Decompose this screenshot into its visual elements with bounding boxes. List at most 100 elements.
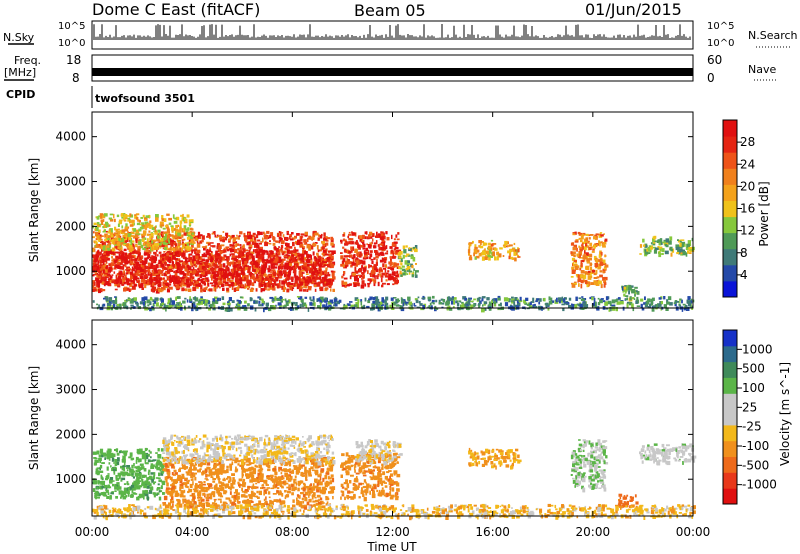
range-gate-cell [275,253,279,258]
range-gate-cell [182,228,185,232]
range-gate-cell [685,252,688,257]
range-gate-cell [209,237,211,240]
range-gate-cell [205,259,208,262]
range-gate-cell [137,266,141,271]
range-gate-cell [182,281,186,285]
range-gate-cell [249,275,252,280]
range-gate-cell [143,274,147,278]
range-gate-cell [247,233,250,235]
range-gate-cell [296,242,300,246]
range-gate-cell [322,271,325,275]
range-gate-cell [163,272,166,276]
freq-tick-top: 18 [66,53,82,67]
range-gate-cell [280,240,285,245]
range-gate-cell [257,296,261,299]
range-gate-cell [197,268,200,271]
range-gate-cell [331,279,335,282]
range-gate-cell [386,283,390,286]
range-gate-cell [216,252,221,257]
range-gate-cell [331,272,335,277]
range-gate-cell [474,251,478,255]
range-gate-cell [395,304,400,307]
range-gate-cell [182,300,186,304]
range-gate-cell [238,235,241,237]
range-gate-cell [125,223,128,227]
range-gate-cell [538,301,541,305]
range-gate-cell [483,307,487,311]
range-gate-cell [571,282,575,285]
range-gate-cell [381,298,384,302]
range-gate-cell [232,238,236,242]
range-gate-cell [102,261,105,266]
range-gate-cell [92,274,95,277]
range-gate-cell [144,219,147,221]
range-gate-cell [122,302,127,306]
range-gate-cell [322,249,327,253]
range-gate-cell [386,272,389,275]
range-gate-cell [394,302,398,304]
range-gate-cell [615,299,618,303]
range-gate-cell [599,258,603,262]
range-gate-cell [602,277,605,281]
range-gate-cell [678,250,682,255]
range-gate-cell [104,230,109,233]
range-gate-cell [128,288,131,292]
range-gate-cell [315,274,318,279]
range-gate-cell [180,277,183,280]
range-gate-cell [357,274,362,277]
range-gate-cell [258,300,261,304]
range-gate-cell [484,251,488,254]
range-gate-cell [275,304,277,307]
range-gate-cell [214,296,218,300]
range-gate-cell [142,271,146,275]
range-gate-cell [105,281,109,285]
range-gate-cell [124,260,129,265]
range-gate-cell [185,267,189,272]
range-gate-cell [130,263,132,266]
range-gate-cell [354,270,359,274]
range-gate-cell [340,263,344,267]
range-gate-cell [579,303,584,308]
range-gate-cell [212,274,215,279]
range-gate-cell [499,302,502,307]
range-gate-cell [154,256,158,261]
range-gate-cell [141,287,144,290]
range-gate-cell [109,213,114,216]
range-gate-cell [310,267,314,272]
range-gate-cell [450,297,454,301]
range-gate-cell [528,306,532,309]
range-gate-cell [248,244,253,248]
range-gate-cell [379,269,383,273]
range-gate-cell [156,238,160,242]
range-gate-cell [200,262,203,265]
range-gate-cell [593,255,597,261]
range-gate-cell [407,269,409,273]
range-gate-cell [115,282,119,285]
range-gate-cell [323,264,326,267]
range-gate-cell [296,264,299,266]
range-gate-cell [194,261,196,265]
range-gate-cell [263,231,265,235]
range-gate-cell [201,235,205,240]
range-gate-cell [134,258,137,262]
range-gate-cell [287,255,291,260]
range-gate-cell [259,246,263,249]
range-gate-cell [255,288,258,292]
range-gate-cell [636,305,641,307]
range-gate-cell [222,281,227,284]
range-gate-cell [228,271,231,276]
range-gate-cell [346,255,351,258]
range-gate-cell [404,260,409,265]
range-gate-cell [586,284,589,288]
range-gate-cell [675,244,679,249]
range-gate-cell [571,266,575,270]
range-gate-cell [188,256,193,261]
range-gate-cell [456,300,459,303]
range-gate-cell [199,267,204,271]
range-gate-cell [524,302,528,305]
range-gate-cell [600,241,603,244]
range-gate-cell [293,249,296,253]
range-gate-cell [136,251,140,255]
range-gate-cell [176,258,181,261]
range-gate-cell [594,305,598,308]
